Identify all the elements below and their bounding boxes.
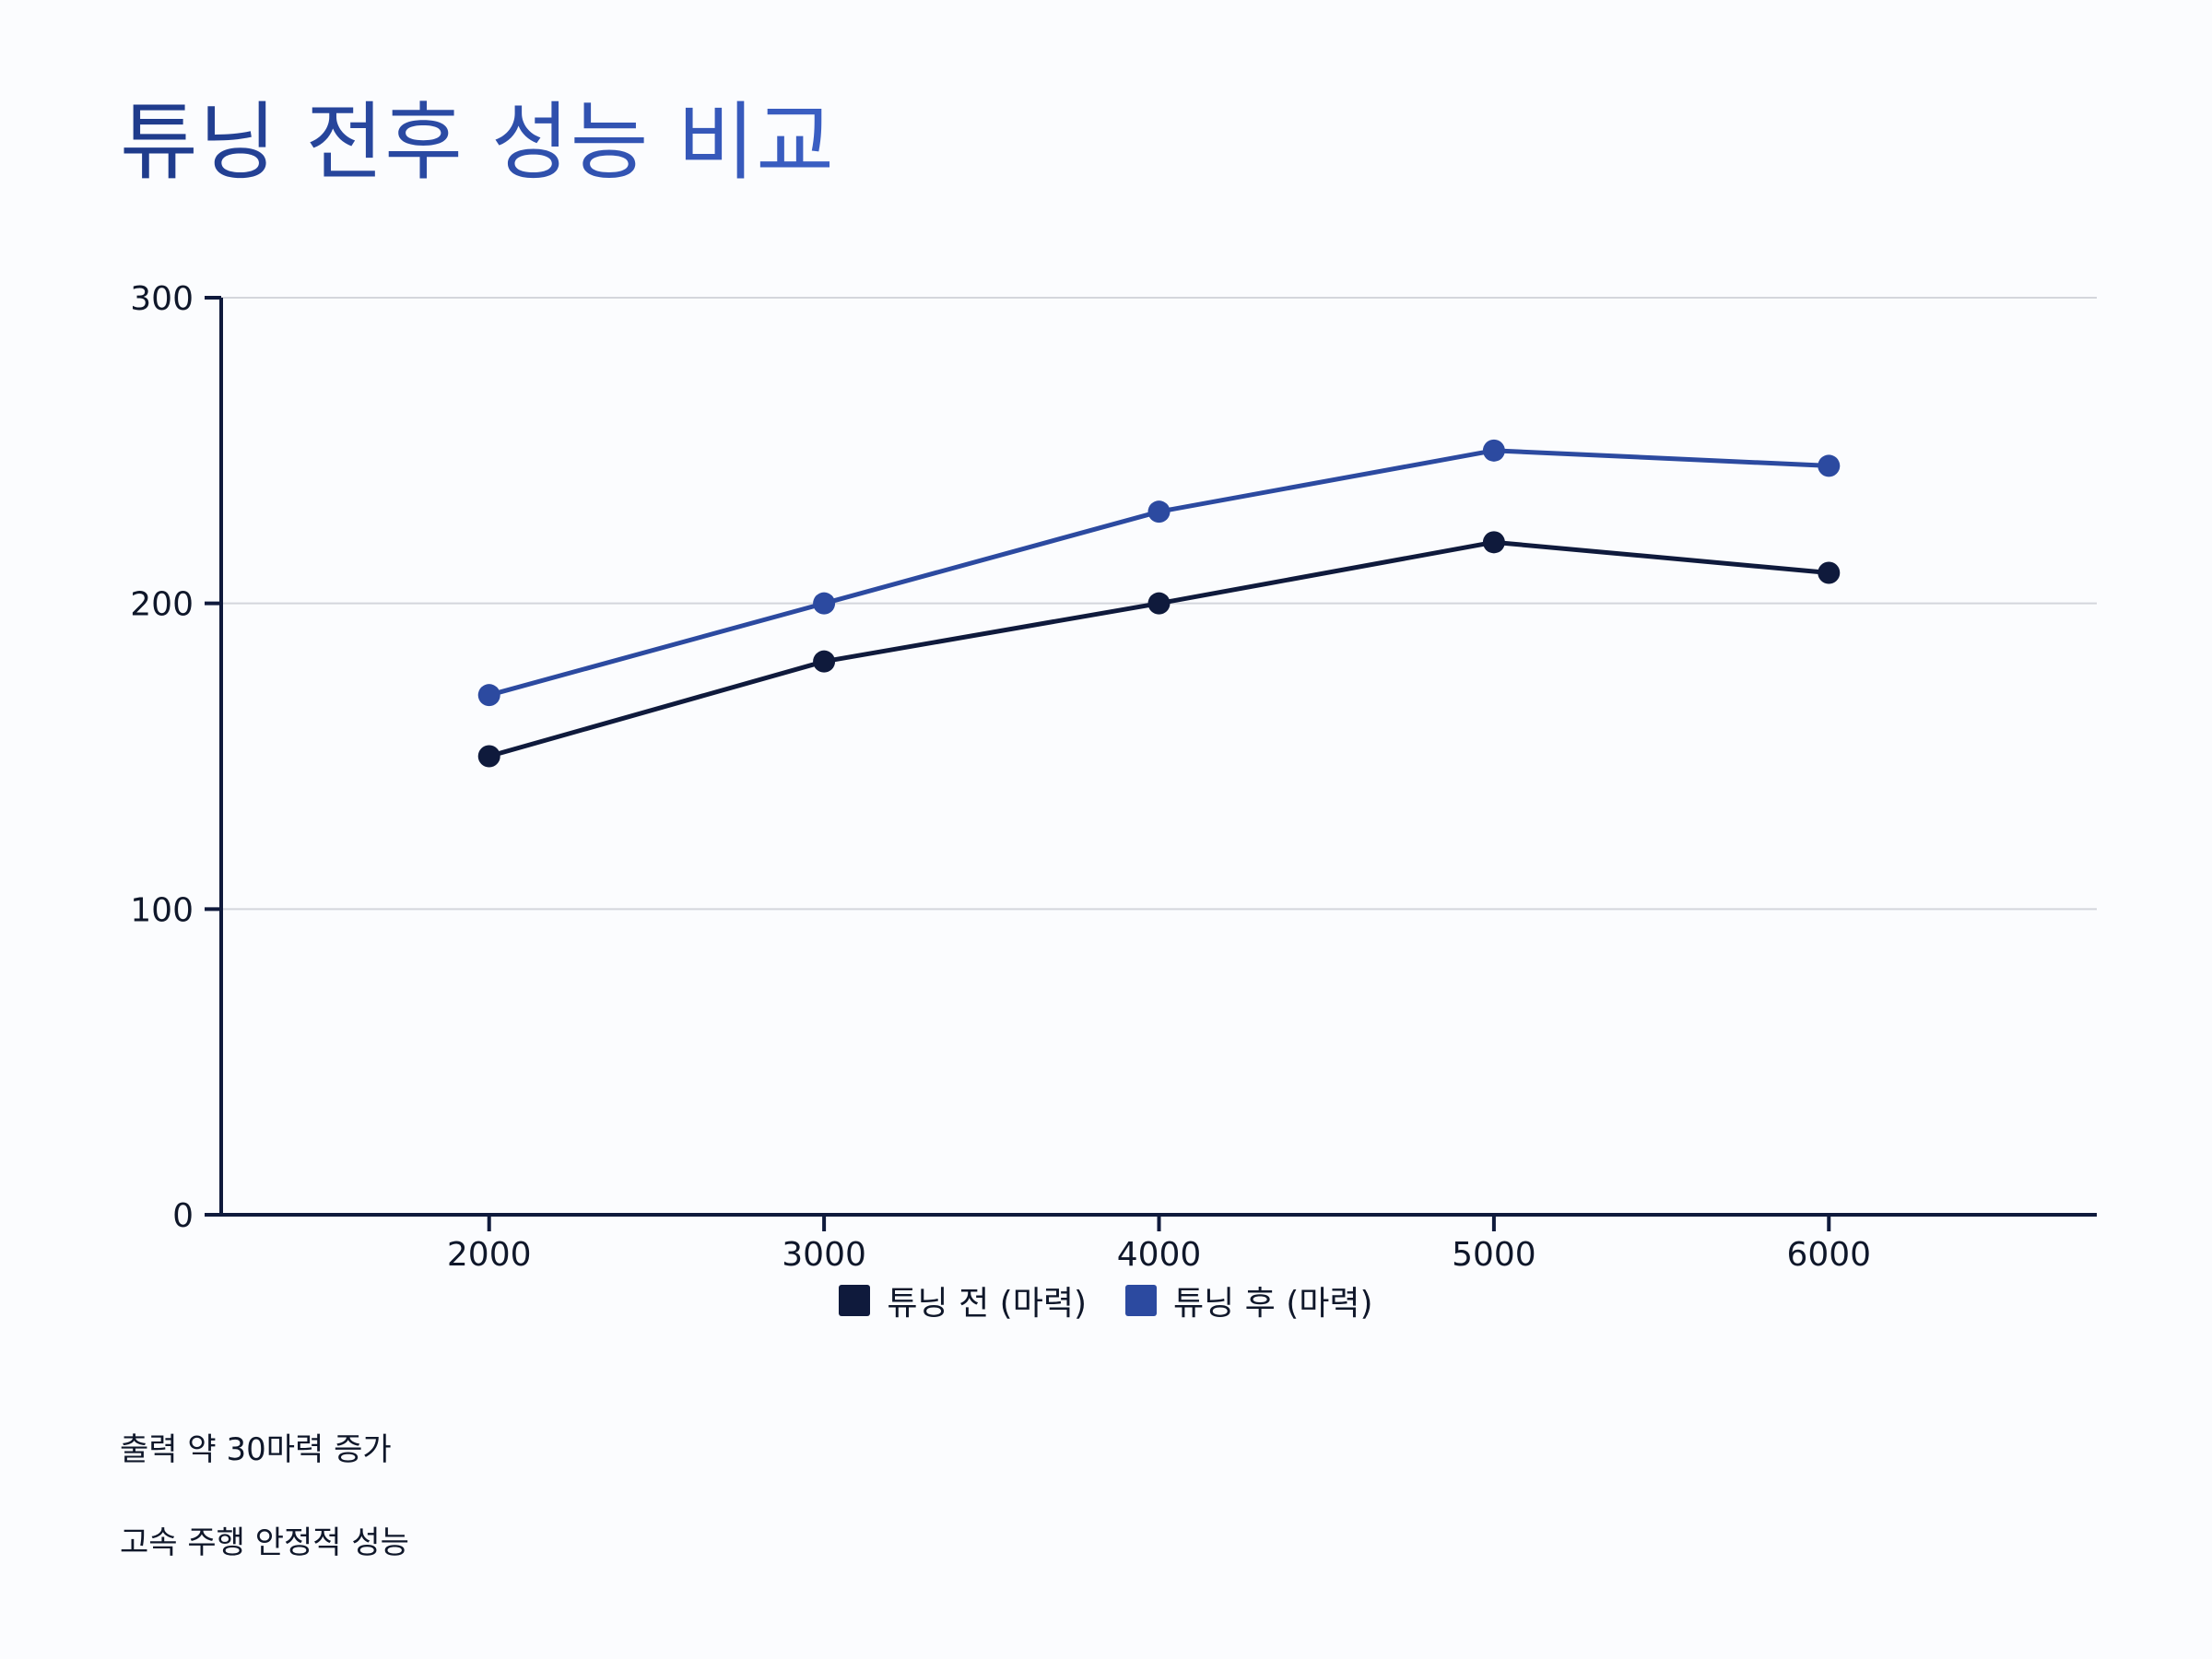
chart-legend: 튜닝 전 (마력) 튜닝 후 (마력) [0, 1277, 2212, 1324]
data-point-s0-3000 [813, 650, 836, 673]
tick-labels: 0 100 200 300 2000 3000 4000 5000 6000 [130, 280, 1871, 1274]
data-point-s0-6000 [1818, 561, 1841, 584]
series-line-1 [488, 448, 1830, 698]
series-points [477, 439, 1841, 768]
x-tick-label-5000: 5000 [1452, 1236, 1536, 1274]
note-power-increase: 출력 약 30마력 증가 [120, 1431, 392, 1468]
legend-item-before[interactable]: 튜닝 전 (마력) [839, 1277, 1087, 1324]
legend-item-after[interactable]: 튜닝 후 (마력) [1125, 1277, 1373, 1324]
legend-label-after: 튜닝 후 (마력) [1173, 1285, 1373, 1323]
y-tick-label-0: 0 [172, 1197, 194, 1235]
series-line-0 [488, 539, 1830, 759]
data-point-s1-2000 [477, 684, 500, 707]
x-tick-label-2000: 2000 [447, 1236, 532, 1274]
y-tick-label-300: 300 [130, 280, 194, 318]
x-tick-label-6000: 6000 [1786, 1236, 1871, 1274]
legend-swatch-before [839, 1285, 871, 1316]
data-point-s1-3000 [813, 592, 836, 615]
legend-label-before: 튜닝 전 (마력) [887, 1285, 1087, 1323]
page-title: 튜닝 전후 성능 비교 [120, 92, 835, 194]
legend-swatch-after [1125, 1285, 1157, 1316]
data-point-s1-6000 [1818, 454, 1841, 477]
note-highspeed-stability: 고속 주행 안정적 성능 [120, 1524, 409, 1561]
y-tick-label-100: 100 [130, 891, 194, 929]
data-point-s0-4000 [1147, 592, 1171, 615]
data-point-s1-5000 [1482, 439, 1505, 462]
axes [205, 296, 2097, 1231]
data-point-s1-4000 [1147, 500, 1171, 524]
y-tick-label-200: 200 [130, 586, 194, 624]
data-point-s0-2000 [477, 745, 500, 768]
data-point-s0-5000 [1482, 531, 1505, 554]
x-tick-label-3000: 3000 [782, 1236, 866, 1274]
x-tick-label-4000: 4000 [1117, 1236, 1202, 1274]
